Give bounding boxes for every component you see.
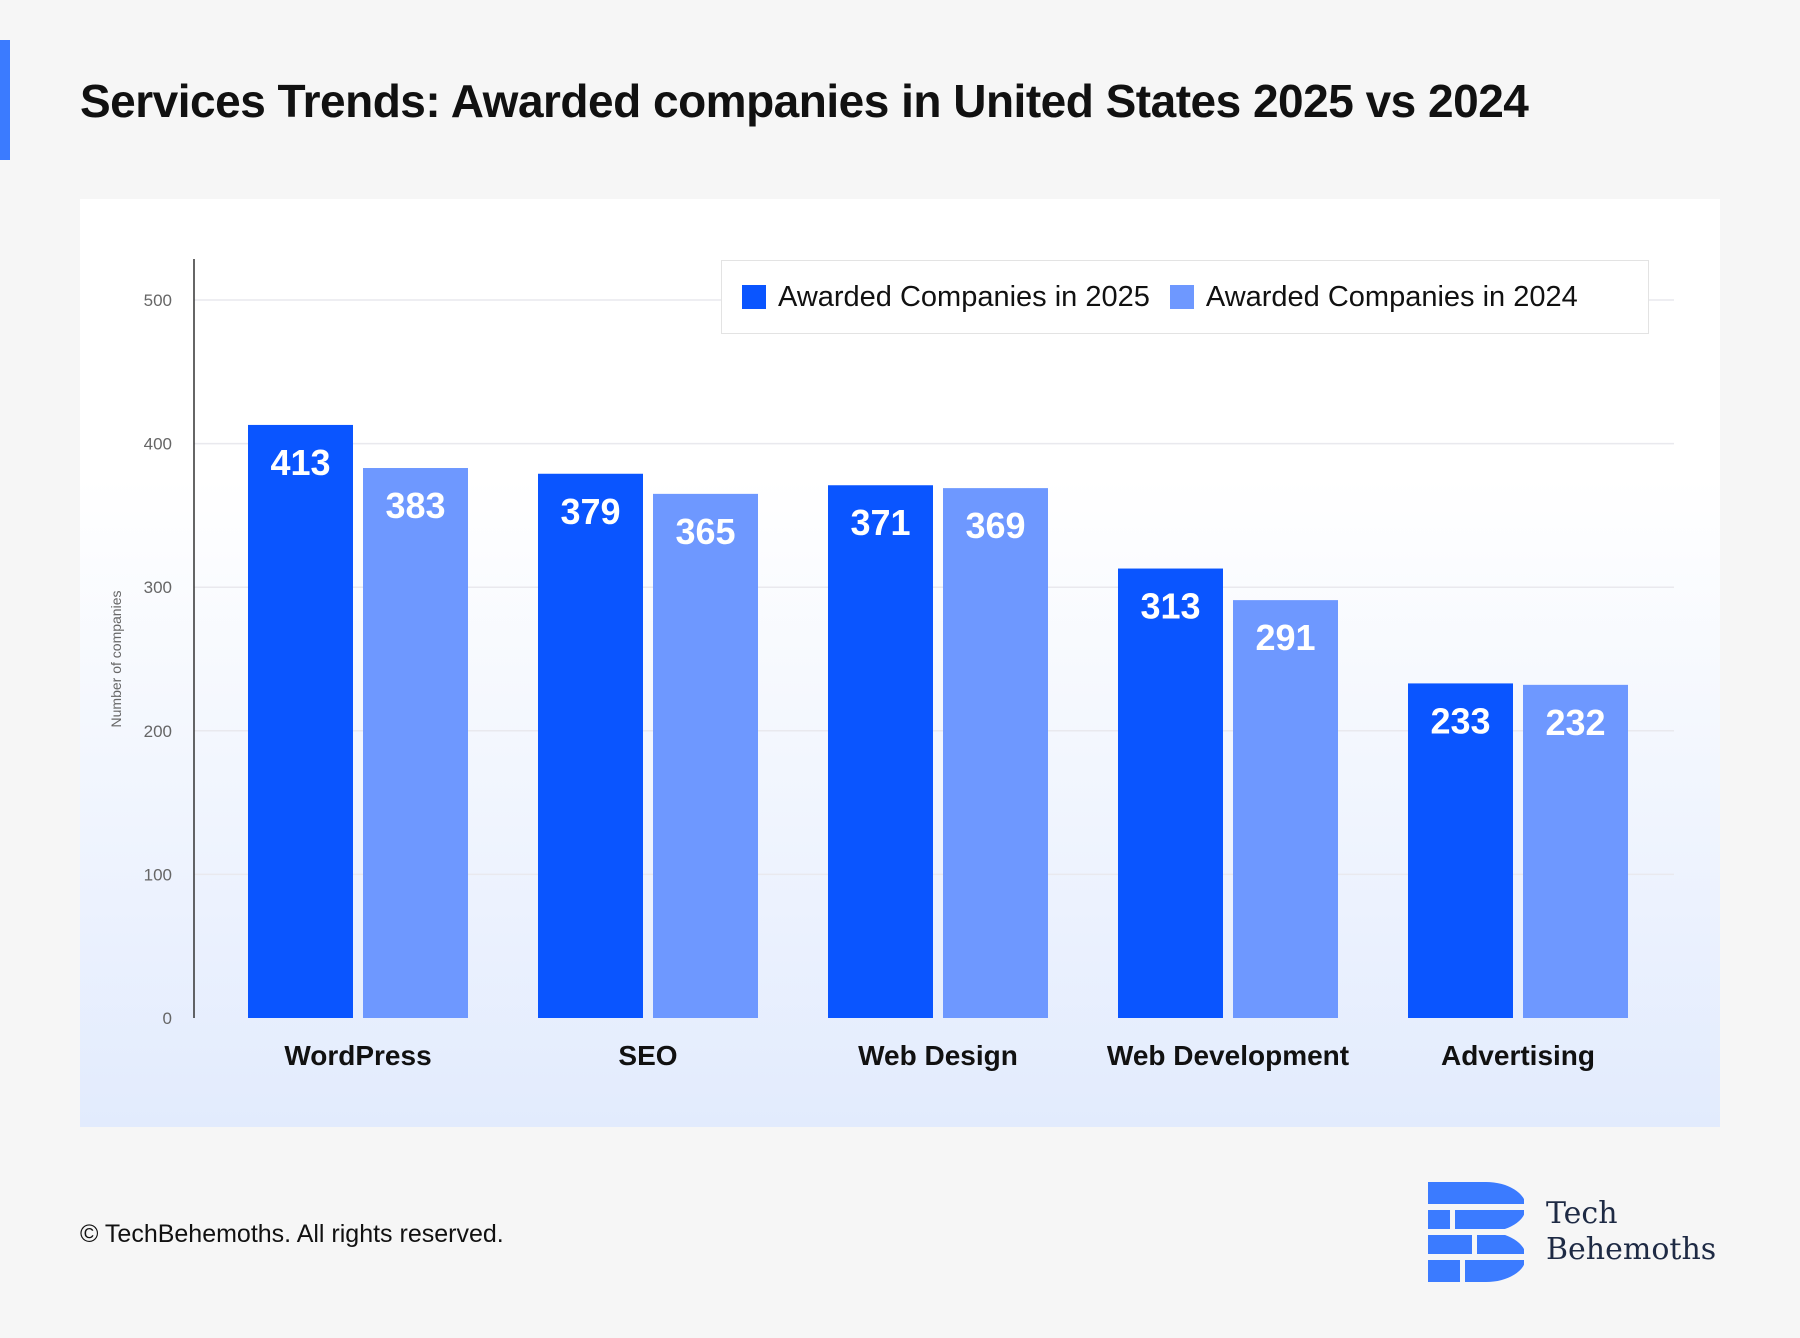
bar-2024 xyxy=(943,488,1048,1019)
techbehemoths-logo: Tech Behemoths xyxy=(1428,1182,1716,1282)
y-tick-label: 0 xyxy=(163,1009,172,1028)
y-tick-label: 200 xyxy=(144,722,172,741)
bar-2025 xyxy=(538,473,643,1019)
logo-wordmark: Tech Behemoths xyxy=(1546,1196,1716,1268)
y-tick-label: 500 xyxy=(144,291,172,310)
bar-data-label: 233 xyxy=(1430,700,1490,741)
title-accent-bar xyxy=(0,40,10,160)
y-tick-label: 100 xyxy=(144,865,172,884)
y-tick-label: 300 xyxy=(144,578,172,597)
bar-2024 xyxy=(1523,684,1628,1018)
techbehemoths-logo-icon xyxy=(1428,1182,1524,1282)
bar-data-label: 371 xyxy=(850,502,910,543)
x-tick-label: WordPress xyxy=(284,1040,431,1071)
x-tick-label: Web Design xyxy=(858,1040,1018,1071)
bar-data-label: 232 xyxy=(1545,702,1605,743)
x-tick-label: SEO xyxy=(618,1040,677,1071)
chart-legend: Awarded Companies in 2025 Awarded Compan… xyxy=(721,260,1649,334)
bar-data-label: 379 xyxy=(560,491,620,532)
x-tick-label: Advertising xyxy=(1441,1040,1595,1071)
logo-text-line2: Behemoths xyxy=(1546,1232,1717,1267)
legend-item-2025: Awarded Companies in 2025 xyxy=(742,281,1150,314)
bar-data-label: 413 xyxy=(270,442,330,483)
bar-2024 xyxy=(363,468,468,1019)
bar-2025 xyxy=(1118,568,1223,1018)
bar-2025 xyxy=(828,485,933,1018)
legend-swatch-2024 xyxy=(1169,285,1194,309)
legend-label-2025: Awarded Companies in 2025 xyxy=(778,280,1150,313)
y-axis-title: Number of companies xyxy=(108,591,124,728)
bar-2025 xyxy=(1408,683,1513,1018)
bar-data-label: 291 xyxy=(1255,617,1315,658)
bar-chart: 0 100 200 300 400 500 Number of companies 413 38… xyxy=(108,259,1674,1071)
legend-label-2024: Awarded Companies in 2024 xyxy=(1205,280,1578,313)
logo-text-line1: Tech xyxy=(1546,1196,1618,1231)
bar-data-label: 369 xyxy=(965,505,1025,546)
page-title: Services Trends: Awarded companies in Un… xyxy=(80,75,1529,127)
copyright-footer: © TechBehemoths. All rights reserved. xyxy=(80,1220,504,1248)
chart-panel: 0 100 200 300 400 500 Number of companies 413 38… xyxy=(80,199,1720,1127)
legend-item-2024: Awarded Companies in 2024 xyxy=(1169,280,1578,314)
bar-2025 xyxy=(248,424,353,1018)
bar-2024 xyxy=(1233,600,1338,1018)
bar-data-label: 365 xyxy=(675,511,735,552)
bar-data-label: 313 xyxy=(1140,586,1200,627)
y-tick-label: 400 xyxy=(144,435,172,454)
legend-swatch-2025 xyxy=(742,285,766,309)
bar-data-label: 383 xyxy=(385,485,445,526)
x-tick-label: Web Development xyxy=(1107,1040,1349,1071)
bar-2024 xyxy=(653,493,758,1018)
